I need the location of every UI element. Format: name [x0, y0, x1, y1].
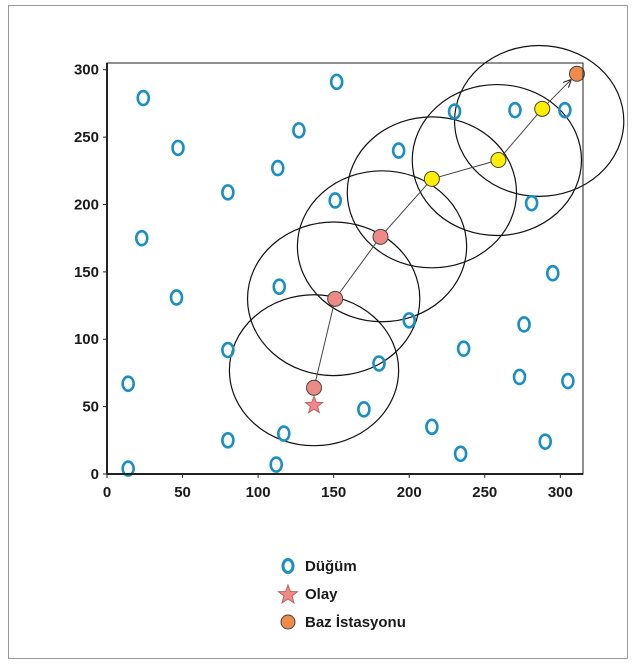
- sensor-node-ring: [121, 460, 135, 477]
- sensor-node-ring: [221, 432, 235, 449]
- node-ring-icon: [281, 558, 295, 574]
- sensor-node-ring: [221, 341, 235, 359]
- x-tick-label: 100: [246, 484, 271, 501]
- relay-node-red: [327, 290, 344, 307]
- relay-node-yellow: [423, 170, 440, 187]
- x-tick-label: 200: [397, 484, 422, 501]
- sensor-node-ring: [136, 89, 151, 107]
- sensor-node-ring: [272, 278, 287, 295]
- relay-node-red: [306, 379, 323, 396]
- y-tick-label: 50: [82, 399, 99, 416]
- legend-item-base-station: Baz İstasyonu: [277, 608, 406, 636]
- sensor-node-ring: [402, 312, 417, 329]
- relay-node-red: [372, 228, 389, 245]
- sensor-node-ring: [328, 192, 342, 209]
- sensor-node-ring: [357, 401, 371, 418]
- sensor-node-ring: [292, 122, 306, 139]
- legend-item-event: Olay: [277, 580, 406, 608]
- relay-node-yellow: [534, 100, 551, 117]
- base-station-marker: [568, 65, 585, 82]
- sensor-node-ring: [171, 139, 185, 157]
- y-tick-label: 300: [74, 62, 99, 79]
- sensor-node-ring: [508, 101, 522, 119]
- communication-range-circle: [246, 221, 421, 377]
- sensor-node-ring: [276, 425, 291, 442]
- y-tick-label: 0: [91, 466, 99, 483]
- communication-range-circle: [296, 170, 468, 323]
- y-tick-label: 150: [74, 264, 99, 281]
- event-star-marker: [304, 394, 324, 414]
- legend-label-event: Olay: [305, 585, 338, 603]
- communication-range-circle: [411, 83, 583, 237]
- legend-item-node: Düğüm: [277, 552, 406, 580]
- sensor-node-ring: [456, 340, 471, 357]
- x-tick-label: 150: [321, 484, 346, 501]
- sensor-node-ring: [425, 418, 439, 436]
- base-station-dot-icon: [280, 614, 296, 630]
- sensor-node-ring: [169, 289, 184, 306]
- sensor-node-ring: [538, 433, 553, 450]
- y-tick-label: 200: [74, 196, 99, 213]
- sensor-network-scatter-chart: 0 50 100 150 200 250 300 0 50 100 150 200 250 300: [74, 44, 625, 501]
- sensor-node-ring: [447, 103, 462, 120]
- x-tick-label: 300: [548, 484, 573, 501]
- x-tick-label: 250: [472, 484, 497, 501]
- sensor-node-ring: [269, 456, 284, 473]
- sensor-node-ring: [121, 375, 135, 393]
- routing-path-line: [313, 108, 543, 406]
- plot-area-border: [106, 62, 584, 475]
- sensor-node-ring: [545, 264, 560, 282]
- legend-label-node: Düğüm: [305, 557, 357, 575]
- communication-range-circle: [453, 44, 625, 198]
- sensor-node-ring: [270, 159, 285, 177]
- sensor-node-ring: [329, 73, 344, 91]
- y-tick-label: 250: [74, 129, 99, 146]
- sensor-node-ring: [391, 142, 406, 159]
- communication-range-circle: [228, 294, 400, 447]
- y-tick-label: 100: [74, 331, 99, 348]
- star-icon: [277, 583, 299, 605]
- sensor-node-ring: [221, 184, 235, 201]
- relay-node-yellow: [490, 152, 507, 169]
- sensor-node-ring: [524, 194, 539, 212]
- legend-label-base-station: Baz İstasyonu: [305, 613, 406, 631]
- communication-range-circle: [346, 116, 518, 269]
- sensor-node-ring: [558, 101, 572, 119]
- sensor-node-ring: [561, 372, 575, 390]
- sensor-node-ring: [517, 316, 531, 333]
- legend: Düğüm Olay Baz İstasyonu: [277, 552, 406, 636]
- figure-frame: 0 50 100 150 200 250 300 0 50 100 150 200 250 300 Düğ…: [8, 5, 628, 659]
- sensor-node-ring: [134, 229, 149, 247]
- sensor-node-ring: [453, 445, 468, 463]
- x-tick-label: 0: [103, 484, 111, 501]
- sensor-node-ring: [372, 355, 386, 372]
- sensor-node-ring: [512, 368, 527, 386]
- x-tick-label: 50: [174, 484, 191, 501]
